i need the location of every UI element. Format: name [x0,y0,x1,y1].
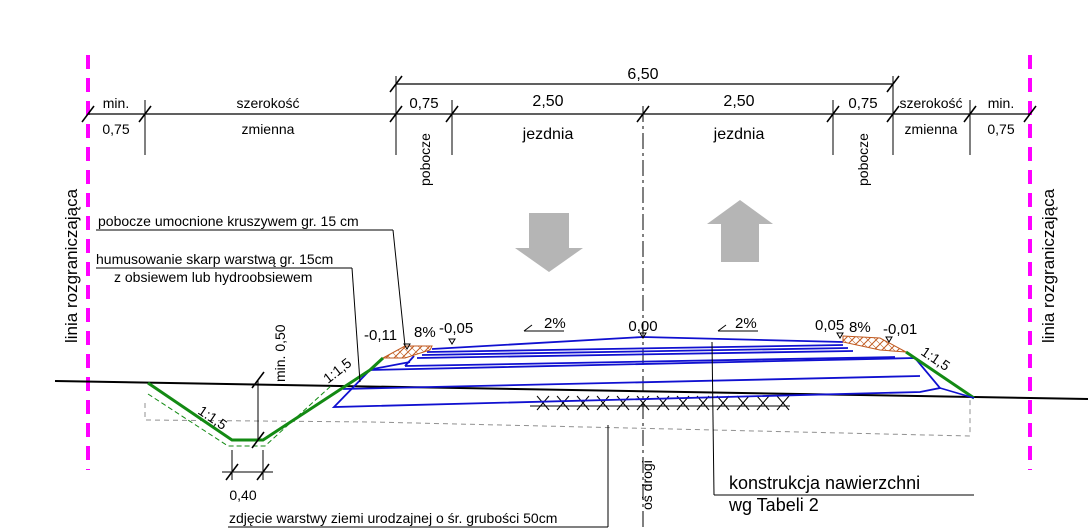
note-humus-line2: z obsiewem lub hydroobsiewem [114,269,312,285]
shoulder-word-right: pobocze [855,133,871,186]
direction-arrow-down [515,213,583,272]
direction-arrow-up [707,200,773,262]
elevation-axis: 0,00 [628,318,657,335]
ditch-bottom-tick-right [256,463,270,481]
slope-left-shoulder: 8% [414,324,436,341]
dim-min-left-value: 0,75 [102,121,129,137]
elevation-right-shoulder: 0,05 [815,317,844,334]
dim-var-left-bottom: zmienna [242,121,295,137]
ditch-depth-tick-top [251,371,265,389]
left-slope-ditch [147,368,371,442]
shoulder-word-left: pobocze [417,133,433,186]
ditch-bottom-label: 0,40 [229,487,256,503]
dim-shoulder-left: 0,75 [409,95,438,112]
elevation-left-edge: -0,11 [364,327,397,344]
slope-right-shoulder: 8% [849,319,871,336]
dim-var-right-top: szerokość [899,95,962,111]
leader-shoulder-reinforced-drop [392,229,406,347]
dim-min-left: min. [103,95,129,111]
slope-arrow-left-head [523,324,533,332]
leader-construction-rise [711,341,715,496]
ditch-bottom-tick-left [225,463,239,481]
left-slope-top [368,356,385,372]
boundary-label-left: linia rozgraniczająca [62,188,81,343]
elevation-right-edge: -0,01 [883,321,917,338]
ditch-lining-line [147,384,333,447]
dim-row-extensions [144,100,971,155]
pavement-structure [331,336,942,408]
ditch-depth-label: min. 0,50 [272,324,288,382]
topsoil-removal-line [144,398,971,437]
elevation-left-shoulder: -0,05 [439,320,473,337]
dim-lane-right-label: jezdnia [713,126,765,143]
right-slope-bottom [939,387,975,399]
dim-var-left-top: szerokość [236,95,299,111]
slope-left-lane: 2% [544,315,566,332]
note-construction-line1: konstrukcja nawierzchni [729,473,920,493]
dim-min-right-value: 0,75 [987,121,1014,137]
note-humus-line1: humusowanie skarp warstwą gr. 15cm [96,251,333,267]
shoulder-right [842,335,907,353]
note-construction-line2: wg Tabeli 2 [728,495,819,515]
dim-shoulder-right: 0,75 [848,95,877,112]
right-slope [905,350,975,400]
boundary-label-right: linia rozgraniczająca [1039,188,1058,343]
elevation-markers [403,332,893,350]
dim-total-value: 6,50 [627,66,658,83]
leader-humus-drop [351,267,361,383]
dim-lane-left-label: jezdnia [522,126,574,143]
dim-lane-right: 2,50 [723,93,754,110]
note-shoulder-reinforced: pobocze umocnione kruszywem gr. 15 cm [98,213,359,229]
dim-min-right: min. [988,95,1014,111]
shoulder-left [382,345,433,359]
terrain-line [54,380,1088,400]
ditch-depth-tick-bottom [251,431,265,449]
dim-lane-left: 2,50 [532,93,563,110]
road-axis-label: oś drogi [639,460,655,510]
slope-arrow-right-head [717,324,727,332]
note-topsoil: zdjęcie warstwy ziemi urodzajnej o śr. g… [229,510,557,526]
slope-right-lane: 2% [735,315,757,332]
left-embankment-slope-label: 1:1,5 [320,354,355,386]
dim-var-right-bottom: zmienna [905,121,958,137]
